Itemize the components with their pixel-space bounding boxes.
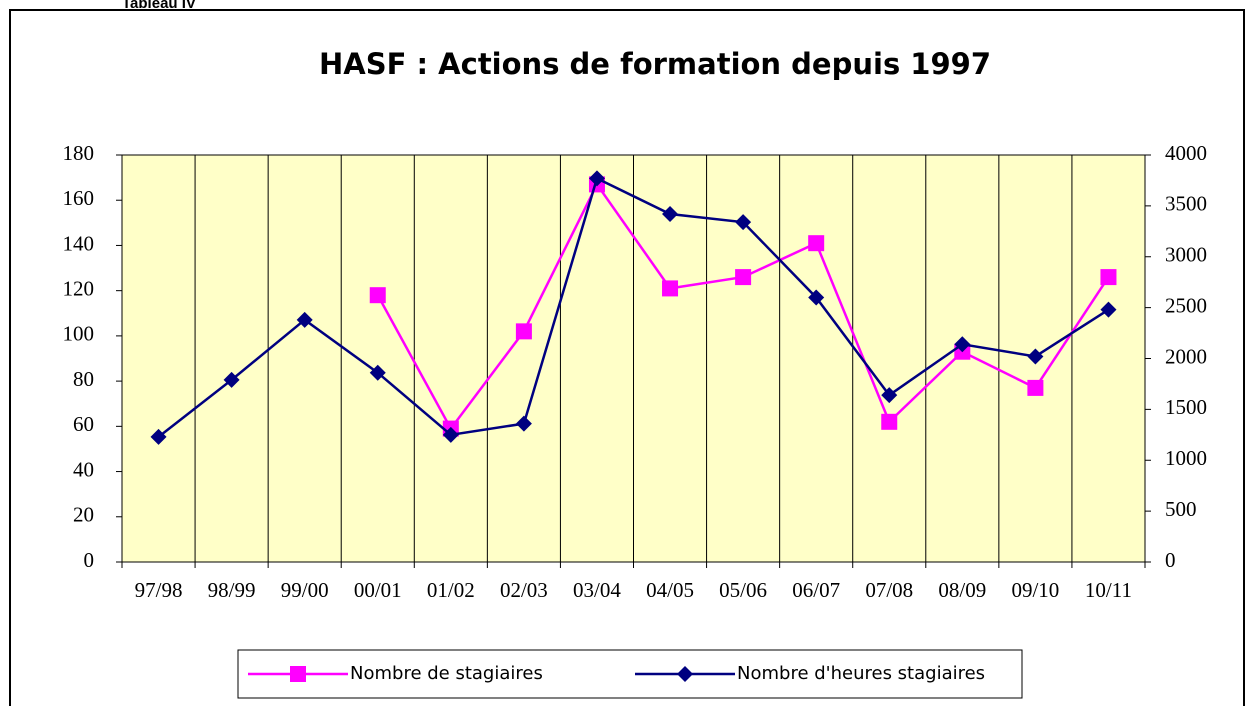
y-tick-label: 40 xyxy=(73,457,94,481)
data-point xyxy=(515,415,532,432)
data-point xyxy=(515,323,532,340)
y-tick-label: 160 xyxy=(63,186,95,210)
x-tick-label: 00/01 xyxy=(354,578,402,602)
data-point xyxy=(735,269,752,286)
y-tick-label: 140 xyxy=(63,231,95,255)
x-tick-label: 99/00 xyxy=(281,578,329,602)
legend-marker xyxy=(290,666,306,682)
x-tick-label: 09/10 xyxy=(1011,578,1059,602)
data-point xyxy=(954,336,971,353)
x-tick-label: 01/02 xyxy=(427,578,475,602)
data-point xyxy=(735,214,752,231)
data-point xyxy=(1100,301,1117,318)
data-point xyxy=(1100,269,1117,286)
legend-marker xyxy=(677,666,693,682)
x-tick-label: 07/08 xyxy=(865,578,913,602)
data-point xyxy=(808,235,825,252)
y2-tick-label: 2500 xyxy=(1165,293,1207,317)
x-tick-label: 08/09 xyxy=(938,578,986,602)
data-point xyxy=(369,287,386,304)
x-tick-label: 10/11 xyxy=(1085,578,1132,602)
x-tick-label: 06/07 xyxy=(792,578,840,602)
y-tick-label: 0 xyxy=(84,548,95,572)
x-tick-label: 05/06 xyxy=(719,578,767,602)
legend-label: Nombre de stagiaires xyxy=(350,663,543,684)
data-point xyxy=(662,206,679,223)
y2-tick-label: 3000 xyxy=(1165,243,1207,267)
data-point xyxy=(150,428,167,445)
y2-tick-label: 4000 xyxy=(1165,141,1207,165)
legend xyxy=(237,649,1023,699)
data-point xyxy=(588,170,605,187)
y-tick-label: 20 xyxy=(73,503,94,527)
y2-tick-label: 1500 xyxy=(1165,395,1207,419)
y-tick-label: 100 xyxy=(63,322,95,346)
data-point xyxy=(808,289,825,306)
caption: Tableau IV xyxy=(122,0,196,12)
data-point xyxy=(881,413,898,430)
x-tick-label: 04/05 xyxy=(646,578,694,602)
x-tick-label: 02/03 xyxy=(500,578,548,602)
data-point xyxy=(662,280,679,297)
data-point xyxy=(881,387,898,404)
data-point xyxy=(369,364,386,381)
y-tick-label: 180 xyxy=(63,141,95,165)
series-line xyxy=(157,176,1110,438)
y-tick-label: 60 xyxy=(73,412,94,436)
data-point xyxy=(296,311,313,328)
data-point xyxy=(1027,379,1044,396)
y2-tick-label: 2000 xyxy=(1165,344,1207,368)
y2-tick-label: 0 xyxy=(1165,548,1176,572)
x-tick-label: 03/04 xyxy=(573,578,621,602)
y2-tick-label: 1000 xyxy=(1165,446,1207,470)
y2-tick-label: 3500 xyxy=(1165,192,1207,216)
chart-title: HASF : Actions de formation depuis 1997 xyxy=(319,47,991,81)
y2-tick-label: 500 xyxy=(1165,497,1197,521)
data-point xyxy=(1027,348,1044,365)
y-tick-label: 120 xyxy=(63,276,95,300)
data-point xyxy=(442,426,459,443)
x-tick-label: 98/99 xyxy=(208,578,256,602)
y-tick-label: 80 xyxy=(73,367,94,391)
legend-label: Nombre d'heures stagiaires xyxy=(737,663,985,684)
data-point xyxy=(223,371,240,388)
x-tick-label: 97/98 xyxy=(135,578,183,602)
